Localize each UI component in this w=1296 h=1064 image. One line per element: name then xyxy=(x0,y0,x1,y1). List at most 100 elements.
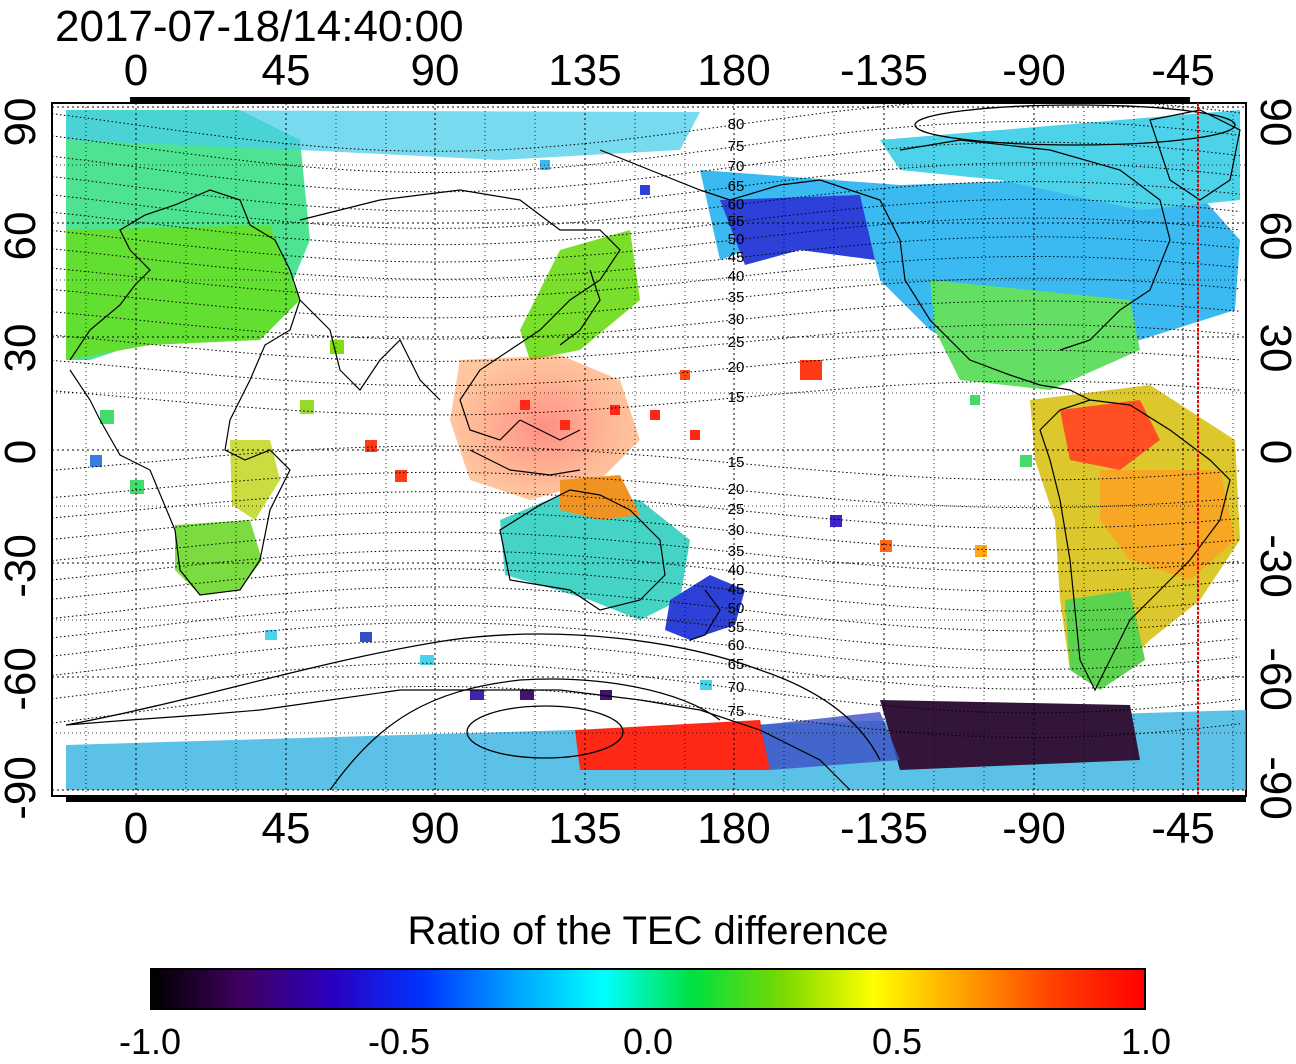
graticule xyxy=(52,103,1246,796)
mag-contour-label-26: 75 xyxy=(728,703,745,720)
mag-contour-11 xyxy=(52,324,1241,362)
magnetic-pole-contours xyxy=(65,104,1236,791)
mag-contour-19 xyxy=(52,550,1241,592)
top-axis-bar xyxy=(130,97,1190,103)
mag-contour-label-22: 55 xyxy=(728,619,745,636)
mag-contour-5 xyxy=(52,198,1241,246)
mag-contour-label-17: 30 xyxy=(728,522,745,539)
mag-contour-label-18: 35 xyxy=(728,543,745,560)
left-tick-5: -60 xyxy=(0,647,45,711)
left-tick-0: 90 xyxy=(0,97,45,147)
bottom-tick-3: 135 xyxy=(548,804,622,853)
mag-contour-1 xyxy=(52,120,1241,174)
top-tick-2: 90 xyxy=(410,46,460,95)
left-tick-1: 60 xyxy=(0,211,45,261)
mag-contour-7 xyxy=(52,236,1241,280)
top-tick-3: 135 xyxy=(548,46,622,95)
mag-contour-2 xyxy=(52,141,1241,193)
mag-contour-label-2: 70 xyxy=(728,158,745,175)
bottom-tick-0: 0 xyxy=(123,804,149,853)
tec-region-patagonia xyxy=(1065,590,1145,690)
left-tick-4: -30 xyxy=(0,534,45,598)
bottom-axis-bar xyxy=(66,796,1246,802)
mag-contour-label-7: 45 xyxy=(728,249,745,266)
colorbar-tick-4: 1.0 xyxy=(1120,1021,1172,1062)
colorbar-tick-0: -1.0 xyxy=(118,1021,182,1062)
top-tick-4: 180 xyxy=(697,46,771,95)
mag-contour-label-24: 65 xyxy=(728,656,745,673)
tec-region-amazon-red xyxy=(1060,400,1160,470)
mag-contour-9 xyxy=(52,277,1241,319)
tec-region-east-asia xyxy=(520,230,640,360)
tec-region-europe-south xyxy=(66,225,300,360)
mag-contour-13 xyxy=(52,380,1241,416)
bottom-tick-2: 90 xyxy=(410,804,460,853)
bottom-tick-7: -45 xyxy=(1151,804,1215,853)
mag-contour-label-25: 70 xyxy=(728,679,745,696)
mag-contour-label-13: 15 xyxy=(728,389,745,406)
right-tick-4: -30 xyxy=(1251,534,1296,598)
tec-scatter-pixels xyxy=(90,160,1032,700)
mag-contour-label-16: 25 xyxy=(728,501,745,518)
mag-contour-12 xyxy=(52,349,1241,387)
bottom-tick-4: 180 xyxy=(697,804,771,853)
tec-region-brazil-orange xyxy=(1100,470,1235,580)
mag-contour-24 xyxy=(52,640,1241,690)
magnetic-contour-labels: 8075706560555045403530252015152025303540… xyxy=(728,116,745,720)
magnetic-latitude-contours xyxy=(52,103,1241,739)
mag-contour-label-14: 15 xyxy=(728,454,745,471)
right-tick-3: 0 xyxy=(1251,439,1296,465)
tec-region-antarctic-mix xyxy=(760,712,900,770)
mag-contour-3 xyxy=(52,162,1241,212)
right-tick-1: 60 xyxy=(1251,211,1296,261)
right-tick-6: -90 xyxy=(1251,756,1296,820)
mag-contour-label-4: 60 xyxy=(728,196,745,213)
top-tick-5: -135 xyxy=(839,46,929,95)
mag-contour-label-20: 45 xyxy=(728,581,745,598)
mag-contour-label-6: 50 xyxy=(728,231,745,248)
colorbar-tick-2: 0.0 xyxy=(622,1021,674,1062)
colorbar xyxy=(150,968,1146,1010)
tec-region-africa-east xyxy=(230,440,280,520)
tec-region-canada-cyan xyxy=(880,110,1240,210)
mag-contour-label-10: 30 xyxy=(728,311,745,328)
mag-contour-16 xyxy=(52,491,1241,529)
bottom-tick-5: -135 xyxy=(839,804,929,853)
mag-contour-18 xyxy=(52,531,1241,573)
colorbar-tick-3: 0.5 xyxy=(871,1021,923,1062)
mag-contour-10 xyxy=(52,300,1241,340)
mag-contour-label-12: 20 xyxy=(728,359,745,376)
left-tick-3: 0 xyxy=(0,439,45,465)
mag-contour-label-3: 65 xyxy=(728,178,745,195)
mag-contour-0 xyxy=(52,103,1241,152)
right-tick-2: 30 xyxy=(1251,323,1296,373)
mag-contour-20 xyxy=(52,568,1241,612)
mag-contour-4 xyxy=(52,181,1241,229)
mag-contour-15 xyxy=(52,471,1241,509)
mag-contour-23 xyxy=(52,622,1241,670)
tec-region-antarctic-red xyxy=(575,720,770,770)
tec-region-africa-south xyxy=(175,520,262,595)
mag-contour-25 xyxy=(52,662,1241,714)
top-tick-6: -90 xyxy=(1002,46,1066,95)
mag-contour-label-21: 50 xyxy=(728,600,745,617)
left-tick-6: -90 xyxy=(0,756,45,820)
colorbar-tick-1: -0.5 xyxy=(367,1021,431,1062)
mag-contour-label-1: 75 xyxy=(728,138,745,155)
tec-region-us-green xyxy=(930,280,1140,390)
mag-contour-label-0: 80 xyxy=(728,116,745,133)
right-tick-5: -60 xyxy=(1251,647,1296,711)
top-tick-1: 45 xyxy=(261,46,311,95)
mag-contour-label-23: 60 xyxy=(728,637,745,654)
mag-contour-22 xyxy=(52,604,1241,652)
tec-region-arctic-band xyxy=(66,110,700,160)
mag-contour-label-9: 35 xyxy=(728,289,745,306)
mag-contour-8 xyxy=(52,256,1241,298)
mag-contour-label-19: 40 xyxy=(728,562,745,579)
map-timestamp-title: 2017-07-18/14:40:00 xyxy=(55,2,464,51)
mag-contour-label-11: 25 xyxy=(728,334,745,351)
tec-region-australia-north xyxy=(560,475,640,520)
coastlines xyxy=(65,109,1241,791)
mag-contour-14 xyxy=(52,445,1241,481)
